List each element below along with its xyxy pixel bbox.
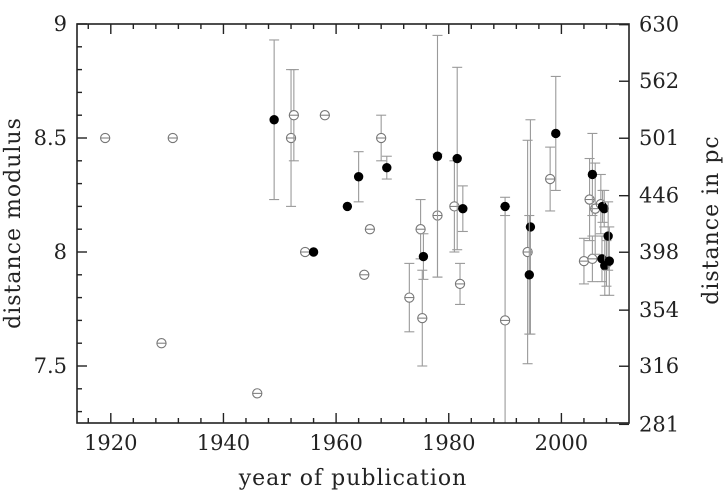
right-tick-label: 562 (639, 69, 679, 93)
filled-data-point (603, 231, 613, 241)
y-tick-label: 7.5 (34, 354, 67, 378)
filled-data-point (382, 162, 392, 173)
y-axis-title-right: distance in pc (699, 135, 724, 304)
filled-data-point (452, 153, 462, 164)
x-tick-label: 1960 (309, 431, 362, 455)
x-axis-title: year of publication (238, 466, 468, 491)
filled-data-point (342, 201, 353, 212)
axis-ticks (77, 23, 629, 426)
filled-data-point (599, 203, 609, 214)
filled-data-point (269, 115, 279, 125)
x-tick-label: 2000 (535, 431, 588, 455)
filled-data-point (524, 270, 535, 280)
x-tick-label: 1920 (84, 431, 137, 455)
right-tick-label: 446 (639, 184, 679, 208)
x-tick-label: 1940 (197, 431, 250, 455)
right-tick-label: 630 (639, 13, 679, 37)
filled-data-point (551, 128, 561, 139)
filled-data-point (458, 203, 468, 214)
filled-data-point (353, 172, 364, 182)
chart-marks (100, 34, 615, 423)
filled-data-point (525, 222, 536, 232)
y-axis-title-left: distance modulus (1, 117, 26, 329)
y-tick-label: 8 (54, 240, 67, 264)
plot-frame (76, 23, 630, 424)
y-tick-label: 8.5 (34, 126, 67, 150)
filled-data-point (604, 256, 614, 266)
y-tick-label: 9 (54, 12, 67, 36)
right-tick-label: 316 (639, 354, 679, 378)
filled-data-point (587, 169, 598, 180)
right-tick-label: 281 (639, 412, 679, 436)
right-tick-label: 398 (639, 240, 679, 264)
filled-data-point (418, 251, 429, 262)
right-tick-label: 354 (639, 298, 679, 322)
filled-data-point (432, 151, 443, 161)
filled-data-point (500, 201, 510, 212)
filled-data-point (308, 247, 319, 257)
x-tick-label: 1980 (422, 431, 475, 455)
tick-labels: 1920 1940 1960 1980 2000 7.5 8 8.5 9 281 316 354 398… (34, 12, 680, 455)
right-tick-label: 501 (639, 126, 679, 150)
